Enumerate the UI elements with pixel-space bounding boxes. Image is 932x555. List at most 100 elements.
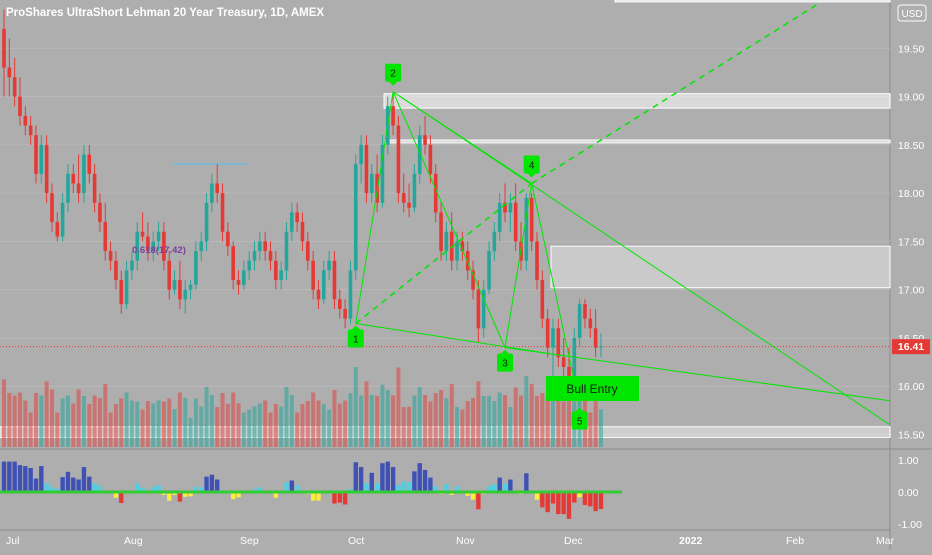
marker-pointer [575, 407, 584, 412]
candle-body [561, 357, 566, 367]
price-tick-label: 17.00 [898, 285, 924, 297]
pattern-point-2[interactable]: 2 [385, 63, 402, 86]
volume-bar [97, 398, 102, 447]
currency-button[interactable]: USD [897, 4, 927, 22]
osc-bar [374, 483, 380, 492]
candle-body [210, 183, 214, 203]
volume-bar [161, 401, 166, 447]
candle [316, 280, 321, 309]
osc-bar [332, 492, 337, 504]
candle [236, 270, 241, 295]
osc-bar [44, 483, 49, 492]
osc-tick-label: 1.00 [898, 455, 919, 467]
candle [231, 241, 235, 290]
volume-bar [460, 409, 465, 447]
price-axis[interactable]: 15.5016.0016.5017.0017.5018.0018.5019.00… [898, 43, 924, 441]
volume-bar [49, 389, 54, 447]
candle [76, 154, 81, 203]
candle [476, 280, 481, 343]
candle [497, 193, 502, 242]
candle [444, 222, 449, 261]
osc-bar [582, 492, 588, 505]
osc-bar [39, 466, 44, 492]
pattern-point-5[interactable]: 5 [571, 407, 588, 430]
candle-body [423, 135, 427, 145]
volume-bar [135, 401, 140, 447]
candle [210, 173, 214, 213]
pattern-point-marker [523, 155, 540, 174]
osc-bar [566, 492, 572, 519]
volume-bar [28, 412, 33, 447]
candle [268, 241, 273, 271]
candle [135, 222, 140, 271]
candle-body [465, 251, 470, 271]
volume-bar [33, 393, 38, 447]
osc-bar [598, 492, 604, 509]
time-axis[interactable]: Jul Aug Sep Oct Nov Dec 2022 Feb Mar [0, 529, 895, 547]
candle [540, 270, 545, 329]
candle-body [322, 270, 326, 300]
candle [439, 202, 443, 261]
volume-bar [199, 406, 204, 447]
candle [551, 318, 555, 377]
candle-body [108, 251, 113, 261]
osc-bar [364, 483, 369, 492]
candle-body [380, 144, 385, 203]
pattern-point-1[interactable]: 1 [347, 325, 364, 348]
time-tick-label: 2022 [679, 535, 703, 547]
currency-label: USD [901, 9, 922, 20]
candle-body [18, 96, 22, 116]
candle [290, 202, 294, 242]
osc-bar [140, 487, 145, 492]
bull-entry-callout[interactable]: Bull Entry [546, 376, 639, 401]
candle-body [369, 173, 374, 194]
osc-bar [454, 486, 460, 492]
osc-bar [230, 492, 236, 500]
pattern-point-4[interactable]: 4 [523, 155, 540, 178]
time-tick-label: Sep [240, 535, 259, 547]
pattern-line [531, 3, 819, 185]
volume-bar [231, 392, 236, 447]
osc-bar [412, 471, 417, 492]
osc-bar [470, 492, 476, 500]
candle-body [130, 260, 134, 271]
volume-bar [455, 407, 460, 447]
osc-bar [572, 492, 577, 503]
volume-bar [359, 395, 364, 447]
osc-bar [55, 488, 60, 492]
volume-bar [529, 384, 534, 447]
candle-body [588, 318, 593, 329]
candle-body [343, 308, 347, 319]
volume-bar [39, 395, 44, 447]
candle [50, 183, 54, 232]
candle [220, 183, 225, 242]
osc-bar [12, 461, 17, 492]
volume-bar [369, 395, 374, 447]
candle-body [279, 270, 283, 281]
candle [156, 222, 161, 252]
candle-body [311, 260, 315, 290]
price-tick-label: 19.00 [898, 92, 924, 104]
harmonic-pattern-drawing[interactable]: 1 2 3 4 5 0.618(17.42) Bull Entry [132, 3, 891, 430]
candle-body [503, 202, 507, 213]
time-tick-label: Feb [786, 535, 804, 547]
candle [23, 106, 28, 136]
candle-body [396, 125, 401, 194]
candle [593, 308, 598, 358]
osc-bar [428, 477, 433, 492]
volume-bar [2, 379, 6, 447]
candle-body [242, 270, 246, 285]
candle-body [359, 144, 363, 165]
volume-bar [103, 384, 108, 447]
osc-bar [310, 492, 316, 501]
osc-bar [199, 487, 204, 492]
time-tick-label: Mar [876, 535, 895, 547]
pattern-point-3[interactable]: 3 [497, 349, 514, 372]
candle-body [407, 202, 411, 208]
candle [194, 241, 198, 290]
candle-body [39, 144, 44, 174]
osc-bar [422, 469, 428, 492]
candle-body [28, 125, 33, 136]
